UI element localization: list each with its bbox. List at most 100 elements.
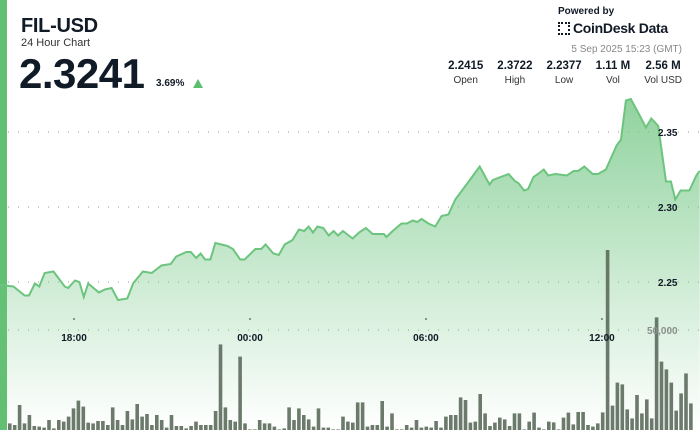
volume-bar	[120, 425, 125, 430]
volume-bar	[47, 420, 51, 430]
volume-bar	[194, 421, 198, 430]
volume-bar	[453, 415, 458, 430]
stat-low: 2.2377 Low	[546, 60, 581, 86]
stats-row: 2.2415 Open 2.3722 High 2.2377 Low 1.11 M Vo…	[448, 60, 682, 86]
accent-bar	[0, 0, 7, 430]
volume-bar	[551, 422, 556, 430]
volume-bar	[125, 411, 130, 430]
stat-value: 2.3722	[497, 60, 533, 72]
powered-by-label: Powered by	[558, 6, 615, 17]
volume-bar	[302, 415, 306, 430]
volume-bar	[184, 428, 188, 430]
up-arrow-icon	[193, 79, 203, 88]
volume-bar	[262, 423, 267, 430]
volume-bar	[537, 427, 541, 430]
volume-bar	[478, 394, 482, 430]
volume-bar	[81, 406, 86, 430]
symbol-title: FIL-USD	[21, 15, 98, 37]
volume-bar	[243, 423, 247, 430]
volume-bar	[37, 426, 41, 430]
volume-bar	[238, 356, 242, 430]
volume-bar	[547, 421, 551, 430]
current-price: 2.3241	[19, 50, 145, 97]
volume-bar	[272, 426, 277, 430]
stat-label: Vol USD	[644, 75, 682, 86]
volume-bar	[507, 426, 512, 430]
volume-bar	[169, 415, 174, 430]
volume-bar	[468, 422, 473, 430]
volume-bar	[473, 421, 478, 430]
volume-bar	[488, 426, 492, 430]
volume-bar	[12, 425, 17, 430]
volume-tick-label: 50,000	[647, 326, 678, 337]
volume-bar	[346, 421, 350, 430]
volume-bar	[135, 404, 139, 430]
stat-value: 2.2377	[546, 60, 582, 72]
volume-bar	[233, 421, 237, 430]
volume-bar	[649, 418, 654, 430]
volume-bar	[615, 382, 620, 430]
volume-bar	[689, 403, 693, 430]
volume-bar	[512, 413, 517, 430]
volume-bar	[630, 418, 634, 430]
stat-vol-usd: 2.56 M Vol USD	[644, 60, 682, 86]
volume-bar	[228, 420, 233, 430]
stat-label: Vol	[605, 75, 620, 86]
volume-bar	[620, 384, 625, 430]
volume-bar	[321, 427, 326, 430]
volume-bar	[409, 427, 414, 430]
volume-bar	[306, 419, 311, 430]
coindesk-logo-icon	[558, 21, 570, 35]
volume-bar	[145, 414, 149, 430]
volume-bar	[326, 427, 331, 430]
volume-bar	[571, 424, 576, 430]
volume-bar	[576, 412, 580, 430]
stat-value: 2.56 M	[645, 60, 681, 72]
stat-value: 2.2415	[448, 60, 484, 72]
volume-bar	[106, 425, 110, 430]
volume-bar	[414, 420, 419, 430]
volume-bar	[140, 416, 144, 430]
chart-subtitle: 24 Hour Chart	[21, 37, 91, 49]
volume-bar	[218, 344, 223, 430]
price-line	[0, 97, 700, 302]
volume-bar	[385, 426, 389, 430]
x-tick-label: 06:00	[413, 333, 439, 344]
stat-label: Open	[453, 75, 478, 86]
volume-bar	[645, 399, 649, 430]
volume-bar	[483, 413, 487, 430]
volume-bar	[76, 400, 81, 430]
volume-bar	[439, 427, 443, 430]
x-tick-label: 18:00	[61, 333, 87, 344]
volume-bar	[463, 400, 468, 430]
brand-name: CoinDesk Data	[573, 20, 668, 36]
volume-bar	[669, 382, 674, 430]
volume-bar	[600, 412, 605, 430]
price-change: 3.69%	[156, 78, 185, 89]
volume-bar	[101, 421, 105, 430]
volume-bar	[91, 423, 95, 430]
volume-bar	[380, 401, 384, 430]
y-tick-label: 2.30	[658, 203, 678, 214]
volume-bar	[419, 427, 424, 430]
volume-bar	[586, 425, 590, 430]
volume-bar	[424, 426, 429, 430]
volume-bar	[8, 423, 12, 430]
volume-bar	[66, 416, 71, 430]
volume-bar	[679, 393, 683, 430]
volume-bar	[282, 428, 286, 430]
x-tick-label: 00:00	[237, 333, 263, 344]
volume-bar	[204, 425, 208, 430]
volume-bar	[502, 419, 507, 430]
stat-label: High	[504, 75, 526, 86]
volume-bar	[208, 425, 213, 430]
volume-bar	[316, 408, 321, 430]
volume-bar	[61, 421, 66, 430]
volume-bar	[532, 412, 536, 430]
volume-bar	[223, 407, 228, 430]
volume-bar	[351, 422, 355, 430]
volume-bar	[71, 408, 76, 430]
volume-bar	[110, 407, 115, 430]
volume-bar	[311, 426, 316, 430]
stat-vol: 1.11 M Vol	[596, 60, 631, 86]
